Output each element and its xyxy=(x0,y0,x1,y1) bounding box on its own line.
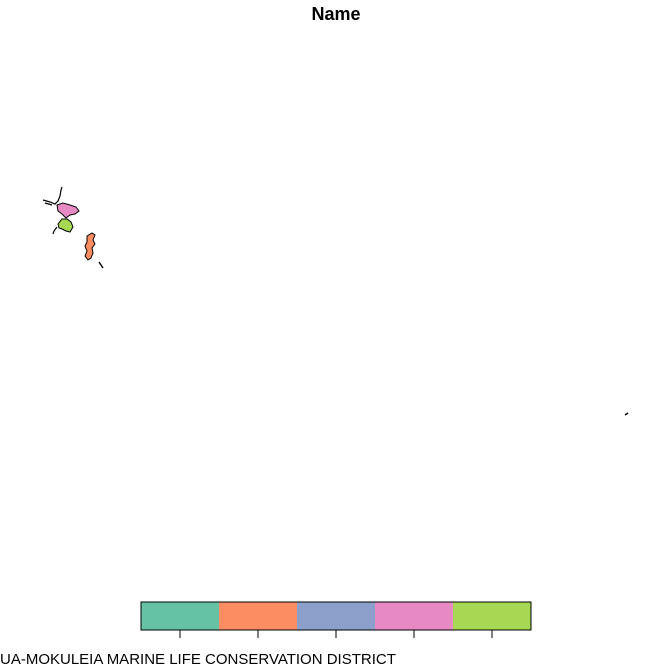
feature-outline-small-tail xyxy=(52,226,58,235)
legend-swatch-5 xyxy=(453,602,531,630)
legend-label: UA-MOKULEIA MARINE LIFE CONSERVATION DIS… xyxy=(0,651,396,668)
legend-ticks xyxy=(179,630,493,638)
green-district-polygon[interactable] xyxy=(57,218,74,233)
legend-swatch-4 xyxy=(375,602,453,630)
pink-district-polygon[interactable] xyxy=(56,202,80,219)
orange-district-polygon[interactable] xyxy=(84,232,96,261)
map-title: Name xyxy=(311,4,361,24)
legend-swatch-2 xyxy=(219,602,297,630)
feature-outline-north xyxy=(42,186,63,206)
legend-swatch-3 xyxy=(297,602,375,630)
legend-swatch-1 xyxy=(141,602,219,630)
feature-outline-east xyxy=(624,412,629,416)
feature-outline-south xyxy=(98,261,104,269)
legend-color-bar xyxy=(140,601,532,631)
